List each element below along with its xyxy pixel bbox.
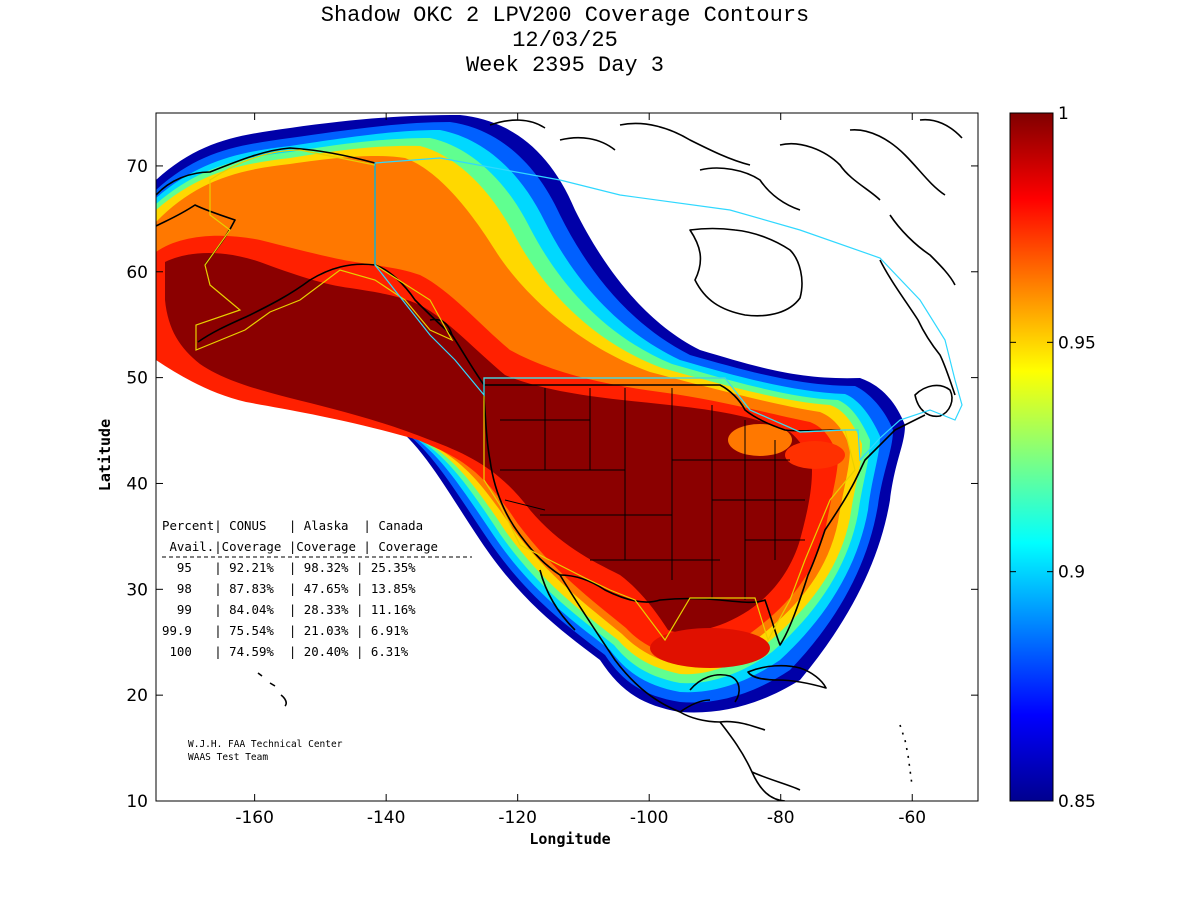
region-outlines xyxy=(195,149,963,642)
gulf-coast xyxy=(559,414,926,646)
credit-line-2: WAAS Test Team xyxy=(188,752,268,763)
x-tick-label: -160 xyxy=(235,808,274,828)
y-axis-label: Latitude xyxy=(96,419,114,491)
state-boundaries xyxy=(500,388,805,600)
coverage-pocket-gulf xyxy=(650,628,770,668)
plot-frame xyxy=(155,112,979,802)
y-tick-label: 60 xyxy=(126,263,148,283)
x-tick-label: -140 xyxy=(367,808,406,828)
y-tick-label: 50 xyxy=(126,369,148,389)
y-tick-label: 30 xyxy=(126,580,148,600)
hawaii-islands xyxy=(257,672,288,707)
coverage-table: Percent| CONUS | Alaska | Canada Avail.|… xyxy=(162,518,472,659)
table-row: 95 | 92.21% | 98.32% | 25.35% xyxy=(162,560,416,575)
colorbar-ticks: 0.85 0.9 0.95 1 xyxy=(1010,104,1096,812)
central-america-coast xyxy=(719,720,801,791)
colorbar xyxy=(1009,112,1054,802)
x-tick-label: -80 xyxy=(767,808,795,828)
table-row: 99.9 | 75.54% | 21.03% | 6.91% xyxy=(162,623,409,638)
colorbar-tick-label: 0.9 xyxy=(1058,563,1085,583)
cuba-island xyxy=(747,664,827,689)
y-tick-label: 10 xyxy=(126,792,148,812)
yucatan-coast xyxy=(679,674,740,713)
us-canada-border xyxy=(484,384,841,432)
y-axis-ticks: 10 20 30 40 50 60 70 xyxy=(126,157,978,812)
alaska-region-outline xyxy=(195,149,454,351)
x-tick-label: -120 xyxy=(498,808,537,828)
credit-line-1: W.J.H. FAA Technical Center xyxy=(188,739,343,750)
y-tick-label: 70 xyxy=(126,157,148,177)
table-header-1: Percent| CONUS | Alaska | Canada xyxy=(162,518,423,533)
colorbar-tick-label: 0.85 xyxy=(1058,792,1096,812)
y-tick-label: 20 xyxy=(126,686,148,706)
colorbar-tick-label: 0.95 xyxy=(1058,333,1096,353)
x-axis-label: Longitude xyxy=(529,830,610,848)
x-tick-label: -100 xyxy=(630,808,669,828)
title-line-1: Shadow OKC 2 LPV200 Coverage Contours xyxy=(321,3,809,28)
table-header-2: Avail.|Coverage |Coverage | Coverage xyxy=(162,539,438,554)
canada-region-outline xyxy=(374,157,963,462)
coverage-band-1-0 xyxy=(165,253,812,633)
title-line-2: 12/03/25 xyxy=(512,28,618,53)
us-west-coast xyxy=(483,397,561,576)
y-tick-label: 40 xyxy=(126,474,148,494)
hudson-bay xyxy=(689,227,803,317)
x-axis-ticks: -160 -140 -120 -100 -80 -60 xyxy=(235,113,926,828)
coverage-pocket-great-lakes xyxy=(728,424,792,456)
table-row: 100 | 74.59% | 20.40% | 6.31% xyxy=(162,644,409,659)
table-row: 99 | 84.04% | 28.33% | 11.16% xyxy=(162,602,416,617)
map-outlines xyxy=(156,118,963,801)
canada-arctic-islands xyxy=(489,118,963,286)
table-row: 98 | 87.83% | 47.65% | 13.85% xyxy=(162,581,416,596)
labrador-coast xyxy=(879,259,956,396)
title-line-3: Week 2395 Day 3 xyxy=(466,53,664,78)
coverage-pocket-northeast xyxy=(785,441,845,469)
x-tick-label: -60 xyxy=(898,808,926,828)
colorbar-tick-label: 1 xyxy=(1058,104,1069,124)
